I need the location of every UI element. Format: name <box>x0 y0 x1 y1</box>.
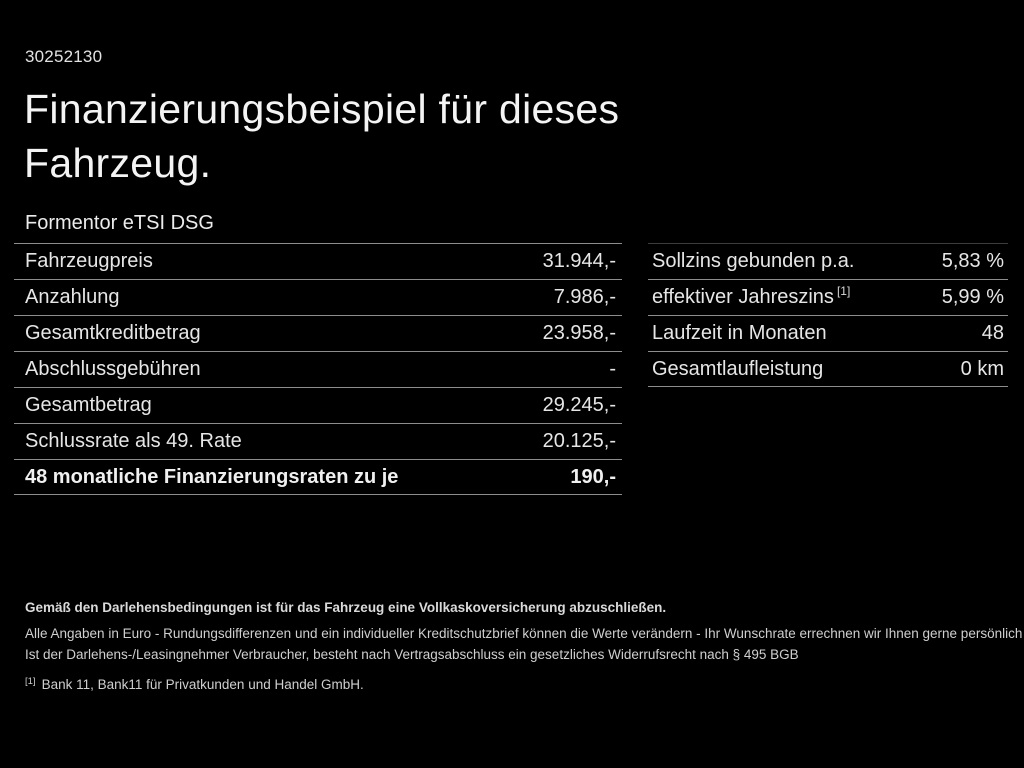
table-row-sollzins: Sollzins gebunden p.a. 5,83 % <box>648 243 1008 279</box>
row-label-text: effektiver Jahreszins <box>652 286 834 308</box>
row-label: effektiver Jahreszins [1] <box>652 284 851 309</box>
row-label: Sollzins gebunden p.a. <box>652 250 855 272</box>
footer-insurance-note: Gemäß den Darlehensbedingungen ist für d… <box>25 600 667 615</box>
row-label: Schlussrate als 49. Rate <box>25 430 242 452</box>
footer-disclaimer: Alle Angaben in Euro - Rundungsdifferenz… <box>25 626 1023 641</box>
row-value: 48 <box>981 322 1004 344</box>
table-row-schlussrate: Schlussrate als 49. Rate 20.125,- <box>14 423 622 459</box>
vehicle-model-name: Formentor eTSI DSG <box>25 212 214 234</box>
footnote-marker: [1] <box>836 284 851 299</box>
table-row-laufzeit: Laufzeit in Monaten 48 <box>648 315 1008 351</box>
table-row-effektiver-jahreszins: effektiver Jahreszins [1] 5,99 % <box>648 279 1008 315</box>
table-row-anzahlung: Anzahlung 7.986,- <box>14 279 622 315</box>
footnote-text: Bank 11, Bank11 für Privatkunden und Han… <box>41 677 364 692</box>
table-row-gesamtlaufleistung: Gesamtlaufleistung 0 km <box>648 351 1008 387</box>
page-title-line1: Finanzierungsbeispiel für dieses <box>24 86 620 132</box>
row-value: - <box>609 358 616 380</box>
row-value: 29.245,- <box>542 394 616 416</box>
row-value: 5,83 % <box>941 250 1004 272</box>
row-label: 48 monatliche Finanzierungsraten zu je <box>25 465 399 488</box>
footnote-marker: [1] <box>25 675 36 687</box>
table-row-gesamtkreditbetrag: Gesamtkreditbetrag 23.958,- <box>14 315 622 351</box>
row-value: 7.986,- <box>553 286 616 308</box>
row-label: Fahrzeugpreis <box>25 250 153 272</box>
page-title: Finanzierungsbeispiel für dieses Fahrzeug… <box>24 82 619 190</box>
row-label: Abschlussgebühren <box>25 358 201 380</box>
footer-withdrawal-note: Ist der Darlehens-/Leasingnehmer Verbrau… <box>25 647 799 662</box>
row-value: 190,- <box>570 465 616 488</box>
table-row-abschlussgebuehren: Abschlussgebühren - <box>14 351 622 387</box>
row-value: 5,99 % <box>941 286 1004 308</box>
row-value: 23.958,- <box>542 322 616 344</box>
row-value: 31.944,- <box>542 250 616 272</box>
row-value: 20.125,- <box>542 430 616 452</box>
table-row-gesamtbetrag: Gesamtbetrag 29.245,- <box>14 387 622 423</box>
financing-table: Fahrzeugpreis 31.944,- Anzahlung 7.986,-… <box>14 243 622 495</box>
page-title-line2: Fahrzeug. <box>24 140 212 186</box>
row-label: Laufzeit in Monaten <box>652 322 827 344</box>
table-row-fahrzeugpreis: Fahrzeugpreis 31.944,- <box>14 243 622 279</box>
row-label: Gesamtkreditbetrag <box>25 322 201 344</box>
footer-bank-footnote: [1] Bank 11, Bank11 für Privatkunden und … <box>25 675 364 692</box>
row-label: Gesamtbetrag <box>25 394 152 416</box>
row-value: 0 km <box>960 357 1004 380</box>
conditions-table: Sollzins gebunden p.a. 5,83 % effektiver… <box>648 243 1008 387</box>
document-id: 30252130 <box>25 47 103 66</box>
row-label: Anzahlung <box>25 286 120 308</box>
row-label: Gesamtlaufleistung <box>652 357 824 380</box>
table-row-monatsrate: 48 monatliche Finanzierungsraten zu je 1… <box>14 459 622 495</box>
